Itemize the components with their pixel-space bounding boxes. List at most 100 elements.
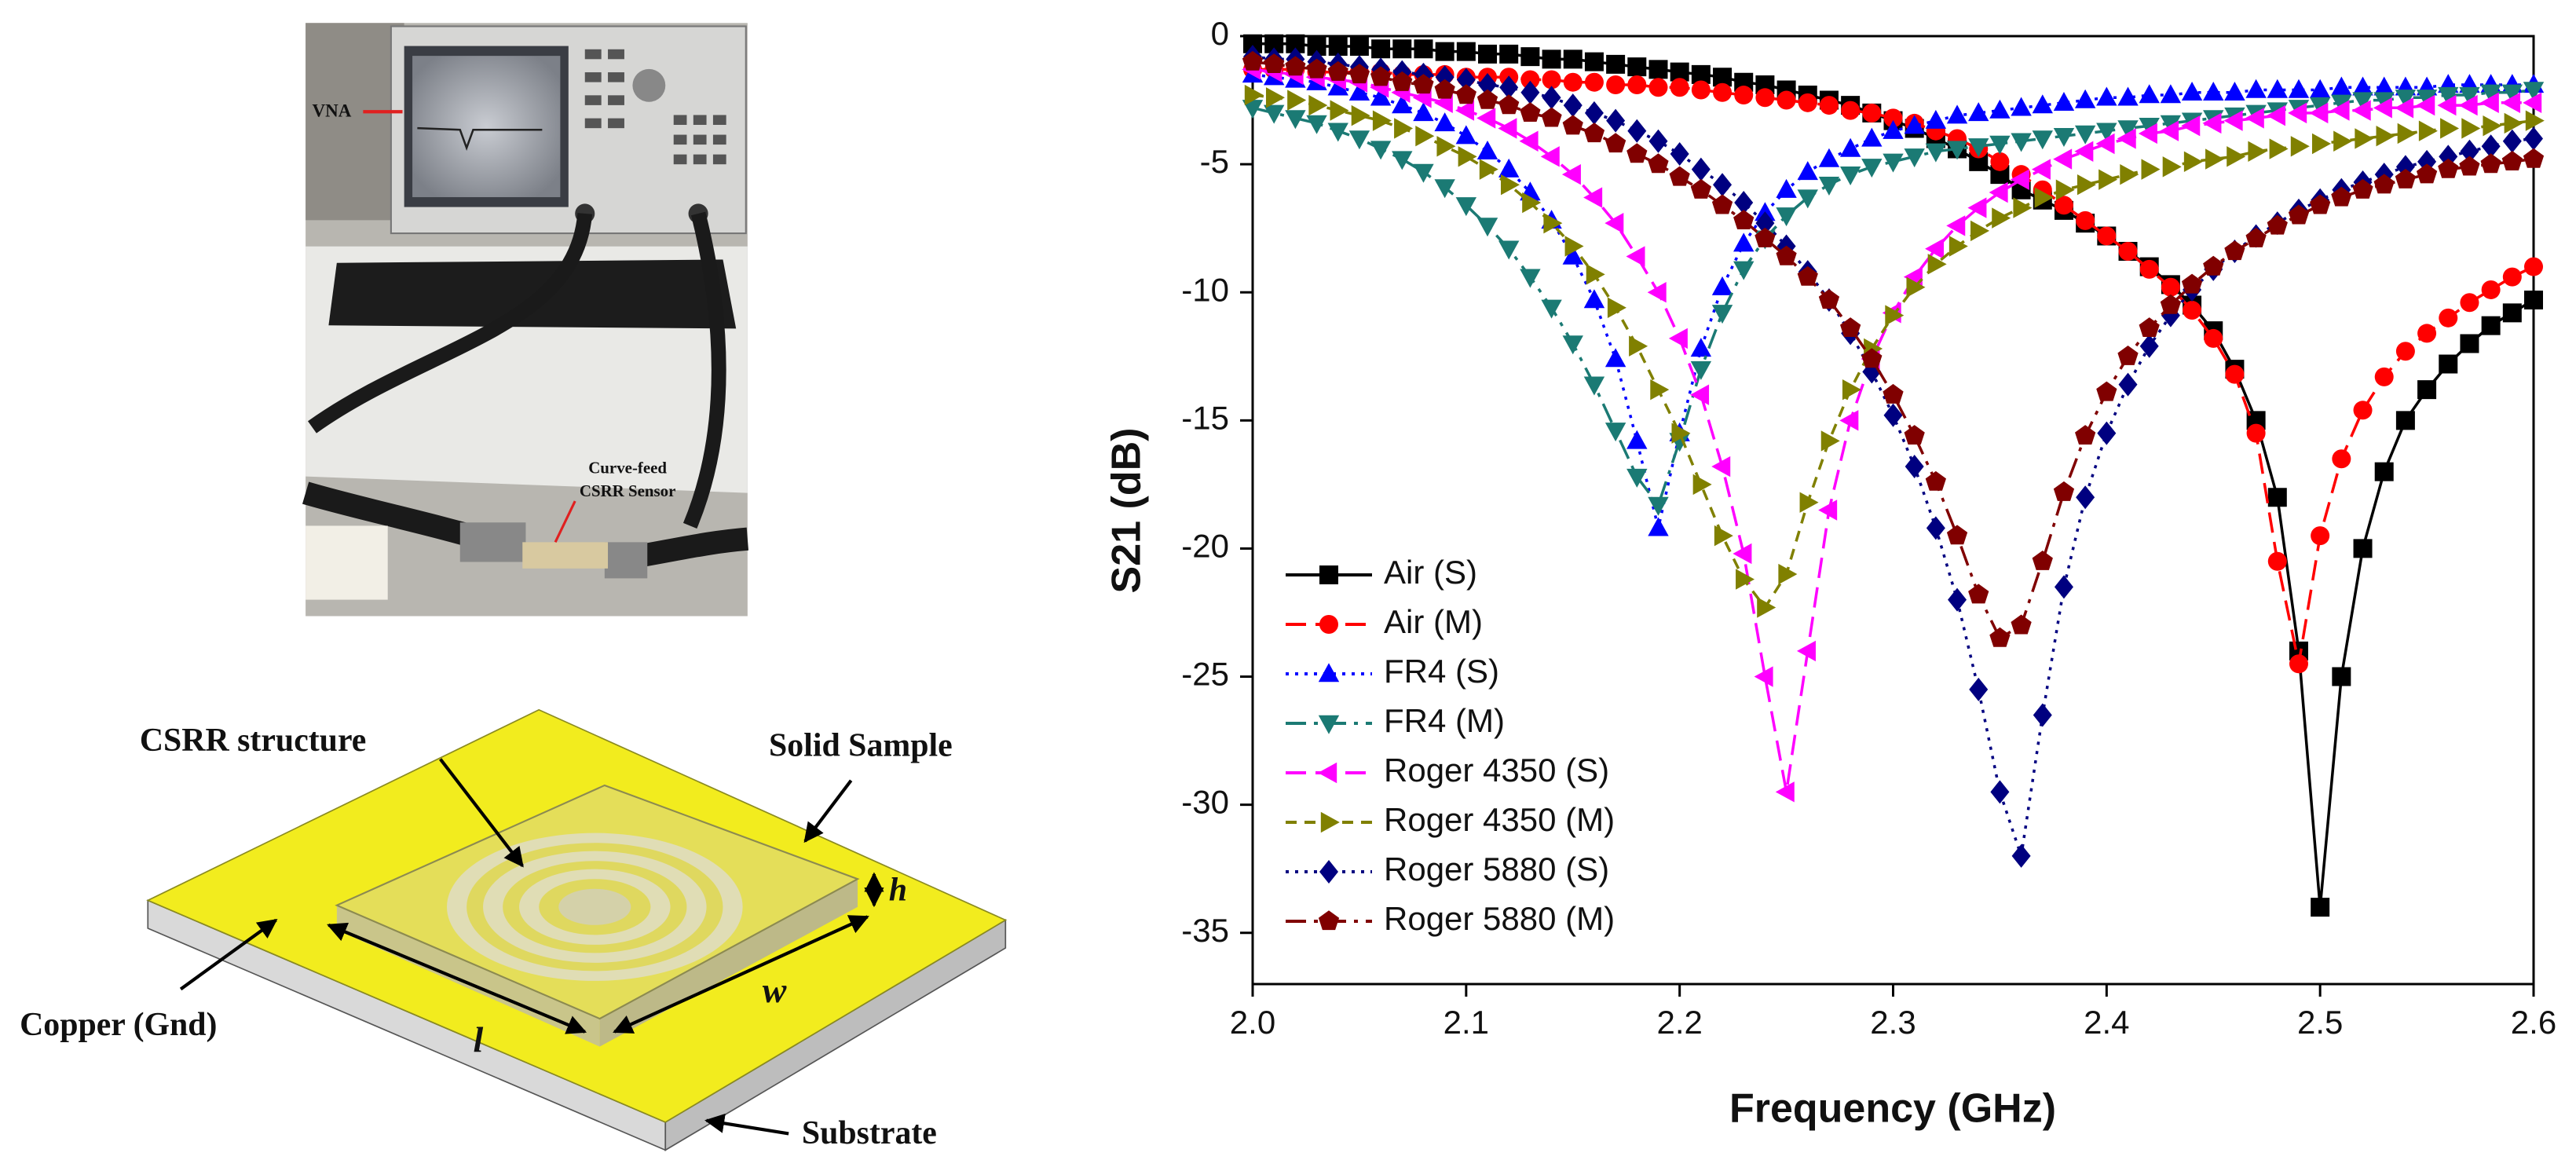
legend-label: FR4 (M) <box>1384 702 1505 739</box>
marker <box>1861 159 1883 178</box>
sensor-diagram: CSRR structure Solid Sample Copper (Gnd)… <box>20 708 1008 1151</box>
marker <box>1456 42 1476 61</box>
marker <box>1327 76 1348 96</box>
marker <box>1798 93 1817 112</box>
marker <box>1647 282 1667 303</box>
cable <box>682 211 726 529</box>
marker <box>2523 148 2545 168</box>
marker <box>2095 133 2115 155</box>
marker <box>2141 159 2161 180</box>
marker <box>2224 81 2245 101</box>
marker <box>1583 123 1605 143</box>
marker <box>1392 151 1413 170</box>
marker <box>2223 110 2243 131</box>
marker <box>1775 781 1795 803</box>
marker <box>1755 211 1775 236</box>
marker <box>2013 197 2033 218</box>
legend-marker <box>1318 910 1340 931</box>
marker <box>2523 82 2545 101</box>
marker <box>1948 587 1967 612</box>
marker <box>1905 455 1924 479</box>
marker <box>1967 197 1987 218</box>
marker <box>1648 153 1669 174</box>
marker <box>2074 89 2096 108</box>
marker <box>1501 174 1520 196</box>
series <box>1242 82 2545 516</box>
marker <box>2032 94 2053 114</box>
marker <box>2181 115 2201 137</box>
legend-marker <box>1319 565 1338 584</box>
marker <box>1734 191 1754 215</box>
marker <box>1287 90 1307 111</box>
marker <box>1650 379 1670 401</box>
marker <box>1458 146 1477 167</box>
marker <box>1562 115 1583 135</box>
marker <box>1733 261 1755 280</box>
marker <box>1990 780 2010 804</box>
marker <box>1690 178 1711 199</box>
marker <box>2483 115 2502 137</box>
legend-label: Roger 4350 (M) <box>1384 801 1615 838</box>
marker <box>1330 100 1349 121</box>
marker <box>1478 72 1498 97</box>
marker <box>1564 236 1584 257</box>
marker <box>2373 97 2392 119</box>
vna-screen <box>412 56 561 198</box>
marker <box>1605 423 1626 442</box>
marker <box>1818 177 1840 196</box>
marker <box>1861 348 1883 368</box>
marker <box>1862 103 1882 123</box>
marker <box>1925 238 1945 259</box>
marker <box>2011 614 2032 635</box>
connector <box>459 522 526 562</box>
marker <box>2479 92 2499 114</box>
marker <box>2333 130 2353 152</box>
marker <box>1883 383 1904 404</box>
marker <box>2117 120 2139 140</box>
marker <box>1797 265 1818 286</box>
marker <box>2437 94 2457 116</box>
photo-wall <box>306 23 404 221</box>
marker <box>1265 87 1285 108</box>
marker <box>2033 703 2052 727</box>
marker <box>2373 174 2395 194</box>
marker <box>2031 159 2051 180</box>
marker <box>2032 550 2053 570</box>
marker <box>1498 240 1520 260</box>
marker <box>1713 82 1733 102</box>
marker <box>1668 328 1688 349</box>
length-label: l <box>473 1019 483 1059</box>
marker <box>1670 78 1689 97</box>
marker <box>2076 210 2095 230</box>
marker <box>1754 666 1773 687</box>
marker <box>2096 123 2117 142</box>
marker <box>1883 108 1903 128</box>
marker <box>1968 102 1989 122</box>
keyboard <box>328 259 737 329</box>
copper-arrow <box>179 918 278 991</box>
marker <box>1690 338 1712 357</box>
marker <box>1413 74 1434 94</box>
marker <box>1648 60 1668 79</box>
marker <box>1799 492 1819 513</box>
marker <box>1605 133 1626 153</box>
marker <box>2524 126 2543 151</box>
marker <box>2332 449 2351 469</box>
marker <box>1584 101 1604 125</box>
marker <box>2245 79 2267 98</box>
marker <box>2353 539 2373 558</box>
marker <box>1327 60 1348 81</box>
marker <box>1541 299 1562 319</box>
marker <box>2290 136 2310 157</box>
marker <box>2480 153 2501 174</box>
marker <box>2416 90 2438 109</box>
marker <box>2353 401 2373 420</box>
marker <box>2417 324 2437 343</box>
marker <box>1372 110 1392 131</box>
marker <box>2418 120 2438 141</box>
marker <box>1690 360 1712 380</box>
marker <box>2459 156 2480 176</box>
marker <box>1455 84 1476 104</box>
marker <box>1479 159 1498 180</box>
marker <box>2053 128 2075 148</box>
